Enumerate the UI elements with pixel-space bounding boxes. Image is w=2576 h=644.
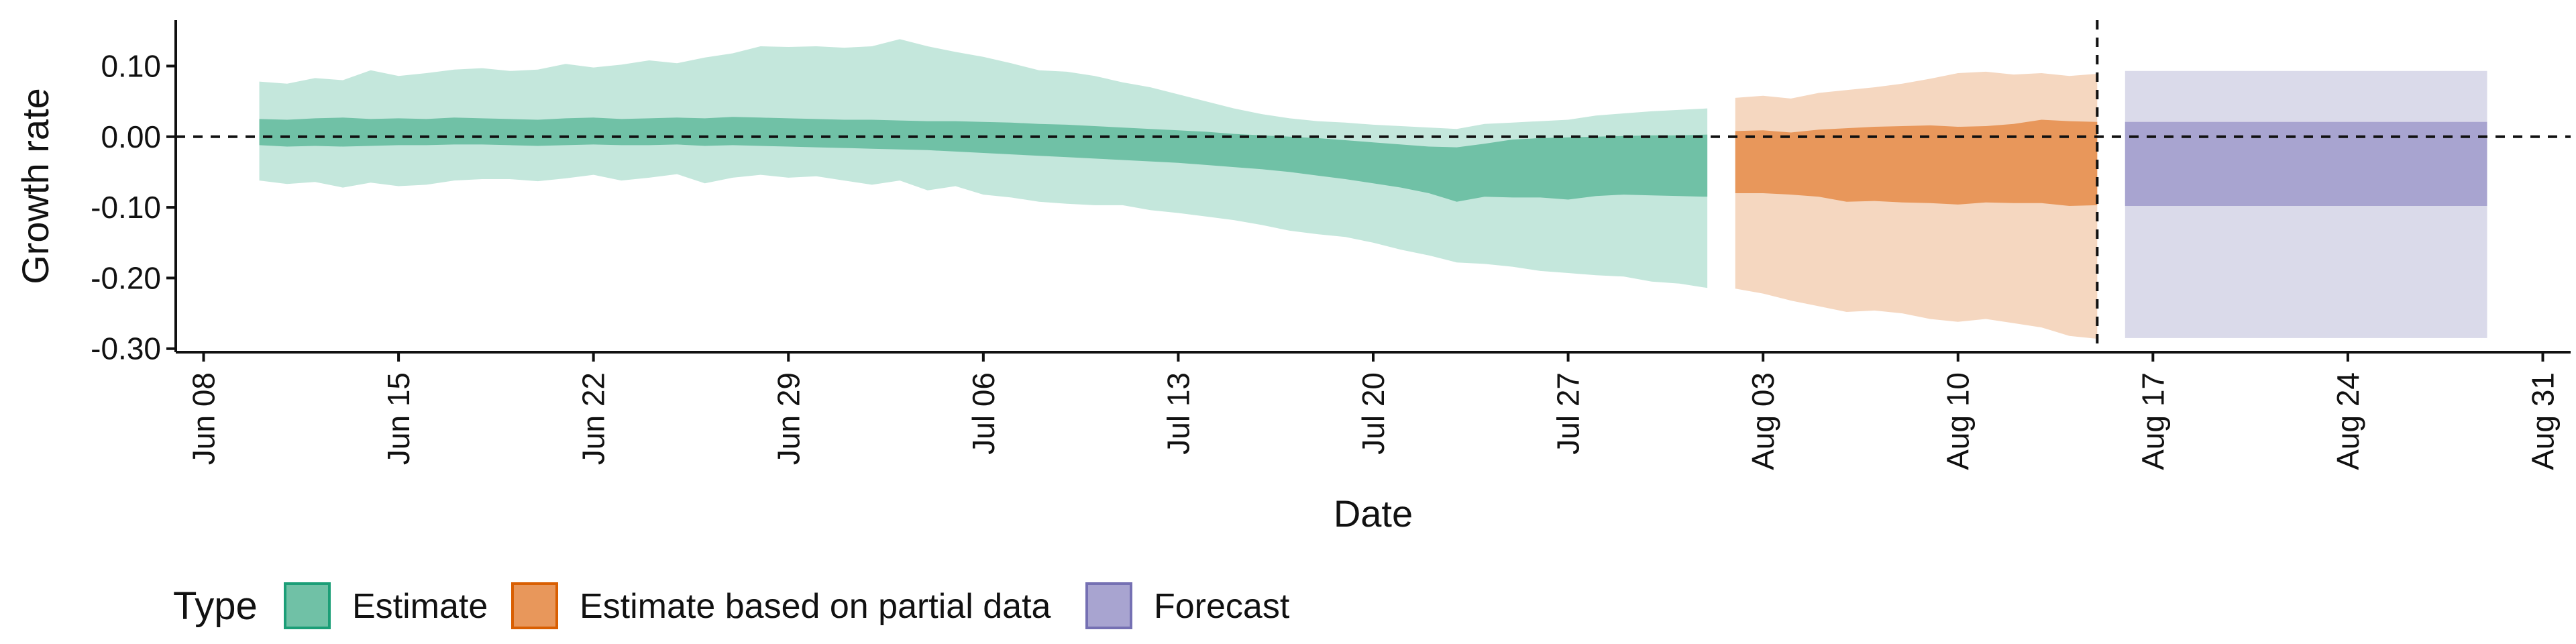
- y-tick-label: 0.10: [101, 48, 161, 83]
- y-tick-label: 0.00: [101, 119, 161, 154]
- inner-band-estimate: [259, 117, 1708, 202]
- x-tick-label: Aug 03: [1746, 372, 1780, 470]
- x-tick-label: Aug 17: [2135, 372, 2170, 470]
- legend-key-forecast: [1085, 582, 1132, 629]
- x-tick-label: Jul 20: [1356, 372, 1391, 455]
- outer-band-estimate-based-on-partial-data: [1735, 71, 2098, 339]
- x-tick-label: Jul 13: [1161, 372, 1195, 455]
- y-axis-title: Growth rate: [14, 88, 56, 284]
- y-tick-label: -0.20: [91, 260, 161, 295]
- x-tick-label: Jun 08: [186, 372, 221, 465]
- legend-label: Estimate: [352, 587, 488, 626]
- legend-label: Forecast: [1154, 587, 1290, 626]
- legend-key-estimate: [284, 582, 331, 629]
- x-tick-label: Aug 31: [2525, 372, 2560, 470]
- legend-title: Type: [173, 584, 258, 628]
- x-tick-label: Jun 15: [381, 372, 416, 465]
- y-tick-label: -0.10: [91, 190, 161, 225]
- legend: Type Estimate Estimate based on partial da…: [173, 582, 1290, 629]
- x-tick-label: Aug 24: [2330, 372, 2365, 470]
- legend-label: Estimate based on partial data: [580, 587, 1051, 626]
- x-tick-label: Jul 27: [1551, 372, 1586, 455]
- x-axis-title: Date: [1334, 492, 1413, 535]
- x-tick-label: Jun 29: [771, 372, 806, 465]
- x-tick-label: Jul 06: [966, 372, 1001, 455]
- inner-band-estimate-based-on-partial-data: [1735, 119, 2098, 206]
- plot-area: [176, 20, 2571, 352]
- x-tick-label: Aug 10: [1941, 372, 1976, 470]
- x-tick-label: Jun 22: [576, 372, 611, 465]
- outer-band-estimate: [259, 39, 1708, 288]
- y-tick-label: -0.30: [91, 331, 161, 366]
- inner-band-forecast: [2125, 121, 2487, 206]
- axes: 0.10 0.00 -0.10 -0.20 -0.30 Jun 08 Jun 15 Jun 2…: [14, 20, 2571, 535]
- legend-key-estimate-based-on-partial-data: [511, 582, 558, 629]
